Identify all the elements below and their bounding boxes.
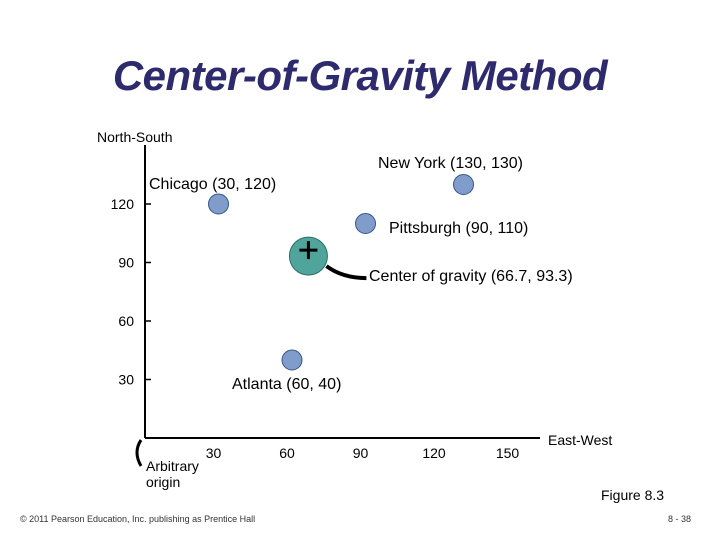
new-york-label: New York (130, 130) <box>378 155 523 172</box>
y-tick-label: 60 <box>118 313 134 329</box>
slide-title: Center-of-Gravity Method <box>112 52 608 99</box>
location-marker <box>208 193 229 215</box>
location-marker <box>355 213 376 234</box>
page-number: 8 - 38 <box>668 514 692 524</box>
chicago-label: Chicago (30, 120) <box>149 176 277 193</box>
figure-label: Figure 8.3 <box>601 487 665 503</box>
location-marker <box>281 349 303 371</box>
copyright-footer: © 2011 Pearson Education, Inc. publishin… <box>20 514 256 524</box>
origin-bracket <box>135 439 143 467</box>
y-tick-label: 120 <box>111 196 135 212</box>
atlanta-label: Atlanta (60, 40) <box>232 376 342 393</box>
x-tick-label: 150 <box>496 445 520 461</box>
x-tick-label: 90 <box>353 445 369 461</box>
location-marker <box>453 174 474 195</box>
pittsburgh-label: Pittsburgh (90, 110) <box>389 220 529 237</box>
x-axis-label: East-West <box>548 432 613 448</box>
center-of-gravity-label: Center of gravity (66.7, 93.3) <box>369 268 573 285</box>
x-tick-label: 120 <box>422 445 446 461</box>
x-tick-label: 30 <box>206 445 222 461</box>
arbitrary-origin-label: Arbitrary origin <box>146 458 199 490</box>
center-pointer-line <box>325 264 367 281</box>
x-tick-label: 60 <box>279 445 295 461</box>
y-tick-label: 30 <box>118 372 134 388</box>
y-axis-label: North-South <box>97 129 173 145</box>
y-tick-label: 90 <box>118 255 134 271</box>
